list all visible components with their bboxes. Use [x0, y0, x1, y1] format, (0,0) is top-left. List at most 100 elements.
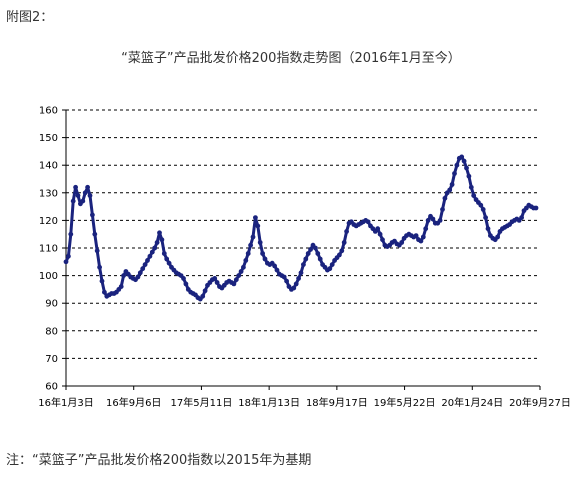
- data-point: [454, 162, 460, 168]
- y-tick-label: 150: [39, 133, 58, 144]
- data-point: [303, 256, 309, 262]
- data-point: [344, 229, 349, 234]
- data-point: [413, 233, 419, 239]
- data-point: [301, 262, 306, 267]
- data-point: [154, 240, 160, 245]
- data-point: [92, 231, 98, 237]
- gridlines: [66, 109, 540, 359]
- data-point: [118, 284, 124, 289]
- data-point: [291, 285, 297, 291]
- data-point: [238, 269, 244, 274]
- data-point: [440, 207, 445, 212]
- data-point: [212, 276, 218, 281]
- y-tick-label: 110: [39, 244, 58, 255]
- data-point: [485, 226, 491, 232]
- data-point: [449, 182, 455, 187]
- data-point: [442, 195, 448, 201]
- data-point: [161, 251, 167, 256]
- data-point: [66, 253, 71, 259]
- data-point: [145, 258, 150, 263]
- data-point: [121, 273, 126, 278]
- data-point: [495, 234, 500, 240]
- y-tick-label: 90: [45, 299, 58, 310]
- data-point: [135, 274, 141, 280]
- data-point: [461, 158, 467, 164]
- data-point: [480, 207, 486, 212]
- data-point: [147, 253, 153, 259]
- data-point: [233, 277, 239, 283]
- data-point: [245, 251, 251, 256]
- data-point: [257, 240, 263, 245]
- data-point: [327, 266, 333, 272]
- y-tick-label: 130: [39, 188, 58, 199]
- data-point: [157, 230, 162, 236]
- data-point: [452, 171, 457, 176]
- y-tick-label: 60: [45, 382, 58, 393]
- data-point: [94, 248, 100, 254]
- data-point: [313, 245, 318, 251]
- data-point: [149, 249, 155, 255]
- data-point: [284, 278, 289, 284]
- data-point: [274, 267, 280, 273]
- data-point: [70, 198, 76, 204]
- data-point: [63, 259, 69, 265]
- data-point: [73, 184, 78, 190]
- data-point: [471, 193, 477, 199]
- data-point: [437, 218, 443, 223]
- data-point: [478, 202, 484, 208]
- data-point: [375, 226, 381, 232]
- data-point: [519, 215, 524, 221]
- y-tick-label: 160: [39, 106, 58, 117]
- data-point: [142, 262, 148, 267]
- data-point: [464, 165, 469, 171]
- data-point: [305, 251, 311, 256]
- data-point: [483, 215, 488, 221]
- data-point: [159, 237, 165, 243]
- x-tick-label: 16年9月6日: [106, 396, 161, 409]
- data-point: [250, 234, 256, 240]
- data-point: [102, 289, 107, 295]
- y-tick-label: 100: [39, 271, 58, 282]
- data-point: [231, 281, 237, 287]
- data-point: [260, 251, 265, 256]
- data-point: [468, 184, 474, 190]
- data-point: [298, 270, 304, 276]
- data-point: [337, 252, 342, 258]
- footnote: 注：“菜篮子”产品批发价格200指数以2015年为基期: [6, 453, 312, 468]
- data-point: [214, 280, 220, 285]
- data-point: [255, 223, 261, 229]
- data-point: [296, 276, 301, 281]
- x-tick-label: 18年1月13日: [238, 396, 300, 409]
- figure-caption: 附图2：: [6, 10, 54, 25]
- axes: [62, 109, 541, 390]
- data-point: [423, 226, 429, 232]
- data-point: [377, 231, 383, 237]
- data-point: [329, 262, 335, 267]
- data-point: [183, 281, 189, 287]
- x-tick-label: 20年9月27日: [509, 396, 571, 409]
- data-point: [90, 212, 95, 218]
- data-point: [272, 263, 277, 269]
- data-point: [85, 184, 90, 190]
- data-point: [315, 251, 321, 256]
- data-point: [262, 256, 268, 262]
- x-axis-tick-labels: 16年1月3日 16年9月6日 17年5月11日 18年1月13日 18年9月17日 19…: [38, 396, 571, 409]
- data-point: [365, 219, 371, 225]
- x-tick-label: 18年9月17日: [306, 396, 368, 409]
- data-point: [420, 234, 426, 240]
- data-point: [200, 293, 206, 299]
- data-point: [466, 173, 472, 179]
- data-point: [447, 187, 453, 193]
- data-point: [236, 273, 242, 278]
- data-point: [164, 256, 170, 262]
- data-point: [341, 240, 347, 245]
- data-point: [68, 231, 74, 237]
- x-tick-label: 17年5月11日: [171, 396, 233, 409]
- data-point: [399, 240, 405, 245]
- data-point: [166, 260, 172, 266]
- y-tick-label: 120: [39, 216, 58, 227]
- y-tick-label: 70: [45, 354, 58, 365]
- data-point: [253, 215, 258, 221]
- data-point: [418, 238, 424, 244]
